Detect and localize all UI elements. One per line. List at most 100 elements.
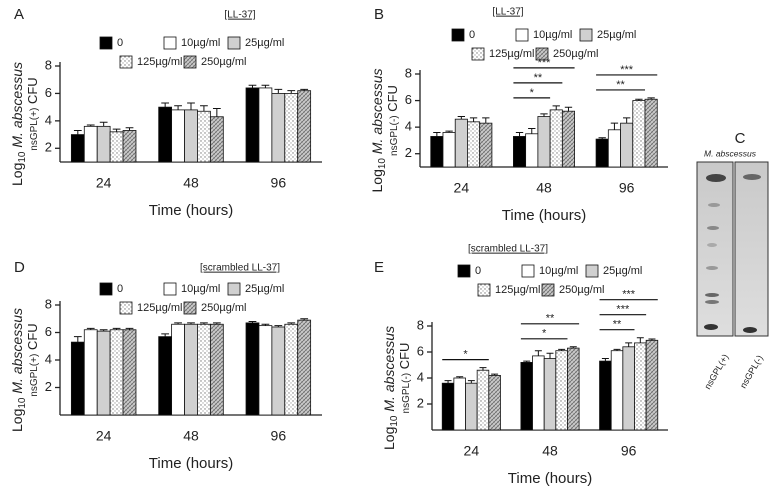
error-bar bbox=[433, 131, 441, 137]
error-bar bbox=[200, 105, 208, 112]
error-bar bbox=[99, 329, 108, 332]
bar bbox=[595, 138, 609, 168]
error-bar bbox=[287, 90, 296, 94]
y-label-part: Log bbox=[369, 169, 385, 192]
bar bbox=[109, 131, 124, 163]
y-tick-label: 2 bbox=[417, 395, 424, 410]
y-label-part: Log bbox=[9, 409, 25, 432]
chart-title: [scrambled LL-37] bbox=[468, 244, 548, 255]
tlc-title: M. abscessus bbox=[704, 148, 757, 158]
error-bar bbox=[546, 352, 554, 359]
error-bar bbox=[540, 113, 548, 117]
tlc-image bbox=[696, 161, 769, 337]
y-axis-label: Log10 M. abscessus bbox=[381, 326, 400, 450]
bar bbox=[171, 109, 185, 163]
x-tick-label: 48 bbox=[542, 443, 558, 459]
bar bbox=[197, 323, 211, 416]
legend-swatch bbox=[457, 264, 471, 278]
error-bar bbox=[300, 318, 309, 321]
bar bbox=[520, 361, 533, 431]
error-bar bbox=[552, 105, 560, 110]
error-bar bbox=[479, 367, 487, 371]
legend-swatch bbox=[163, 282, 177, 296]
bar bbox=[297, 90, 312, 163]
error-bar bbox=[174, 105, 182, 110]
error-bar bbox=[564, 106, 573, 112]
bar bbox=[271, 326, 286, 416]
error-bar bbox=[523, 360, 531, 363]
y-label-part: Log bbox=[9, 163, 25, 186]
y-axis-label-2: nsGPL(-) CFU bbox=[397, 343, 412, 414]
error-bar bbox=[261, 323, 270, 326]
bar bbox=[158, 336, 173, 416]
legend-swatch bbox=[99, 36, 113, 50]
error-bar bbox=[610, 122, 619, 130]
error-bar bbox=[622, 117, 631, 124]
legend-swatch bbox=[585, 264, 599, 278]
bar bbox=[479, 122, 493, 168]
x-tick-label: 96 bbox=[271, 175, 287, 191]
significance-label: ** bbox=[546, 313, 555, 325]
legend-swatch bbox=[521, 264, 535, 278]
bar bbox=[209, 116, 224, 163]
legend-swatch bbox=[183, 55, 197, 69]
bar bbox=[620, 122, 634, 168]
error-bar bbox=[528, 127, 536, 134]
error-bar bbox=[569, 346, 577, 349]
error-bar bbox=[515, 131, 524, 137]
legend-label: 10µg/ml bbox=[539, 265, 578, 277]
bar bbox=[441, 382, 455, 431]
significance-label: * bbox=[463, 349, 468, 361]
error-bar bbox=[558, 348, 566, 351]
error-bar bbox=[647, 97, 655, 100]
error-bar bbox=[456, 376, 464, 378]
y-tick-label: 4 bbox=[45, 112, 52, 127]
y-tick-label: 6 bbox=[45, 85, 52, 100]
bar bbox=[644, 98, 658, 168]
bar bbox=[158, 106, 173, 163]
y-tick-label: 4 bbox=[45, 351, 52, 366]
x-tick-label: 24 bbox=[454, 180, 470, 196]
bar bbox=[171, 323, 185, 416]
bar bbox=[543, 358, 557, 431]
error-bar bbox=[300, 88, 309, 91]
panel-label: A bbox=[14, 6, 24, 23]
legend-swatch bbox=[471, 47, 485, 61]
error-bar bbox=[86, 124, 95, 127]
bar bbox=[284, 323, 299, 416]
legend-label: 125µg/ml bbox=[489, 48, 534, 60]
bar bbox=[258, 87, 273, 163]
panel-label: E bbox=[374, 259, 384, 276]
y-tick-label: 4 bbox=[405, 119, 412, 134]
legend-label: 0 bbox=[469, 29, 475, 41]
legend-label: 250µg/ml bbox=[201, 56, 246, 68]
significance-label: * bbox=[542, 328, 547, 340]
panel-label: D bbox=[14, 259, 25, 276]
legend-swatch bbox=[227, 282, 241, 296]
bar bbox=[122, 329, 137, 416]
legend-swatch bbox=[227, 36, 241, 50]
error-bar bbox=[161, 333, 170, 337]
legend-label: 10µg/ml bbox=[533, 29, 572, 41]
legend-swatch bbox=[99, 282, 113, 296]
error-bar bbox=[125, 327, 134, 330]
error-bar bbox=[625, 342, 633, 347]
x-tick-label: 48 bbox=[183, 175, 199, 191]
y-axis-label: Log10 M. abscessus bbox=[9, 62, 28, 186]
x-tick-label: 96 bbox=[621, 443, 637, 459]
y-tick-label: 2 bbox=[405, 145, 412, 160]
bar bbox=[537, 116, 551, 168]
legend-swatch bbox=[119, 301, 133, 315]
error-bar bbox=[287, 322, 296, 325]
bar bbox=[70, 134, 85, 163]
bar bbox=[645, 339, 659, 431]
error-bar bbox=[598, 137, 606, 140]
tlc-lane-label: nsGPL(+) bbox=[702, 352, 730, 391]
bar bbox=[599, 360, 612, 431]
y-label-part: M. abscessus bbox=[9, 62, 25, 151]
y-label-part: nsGPL(+) bbox=[29, 108, 40, 151]
legend-label: 125µg/ml bbox=[137, 56, 182, 68]
y-label-part: CFU bbox=[385, 85, 400, 115]
tlc-lane-label: nsGPL(-) bbox=[738, 353, 765, 390]
